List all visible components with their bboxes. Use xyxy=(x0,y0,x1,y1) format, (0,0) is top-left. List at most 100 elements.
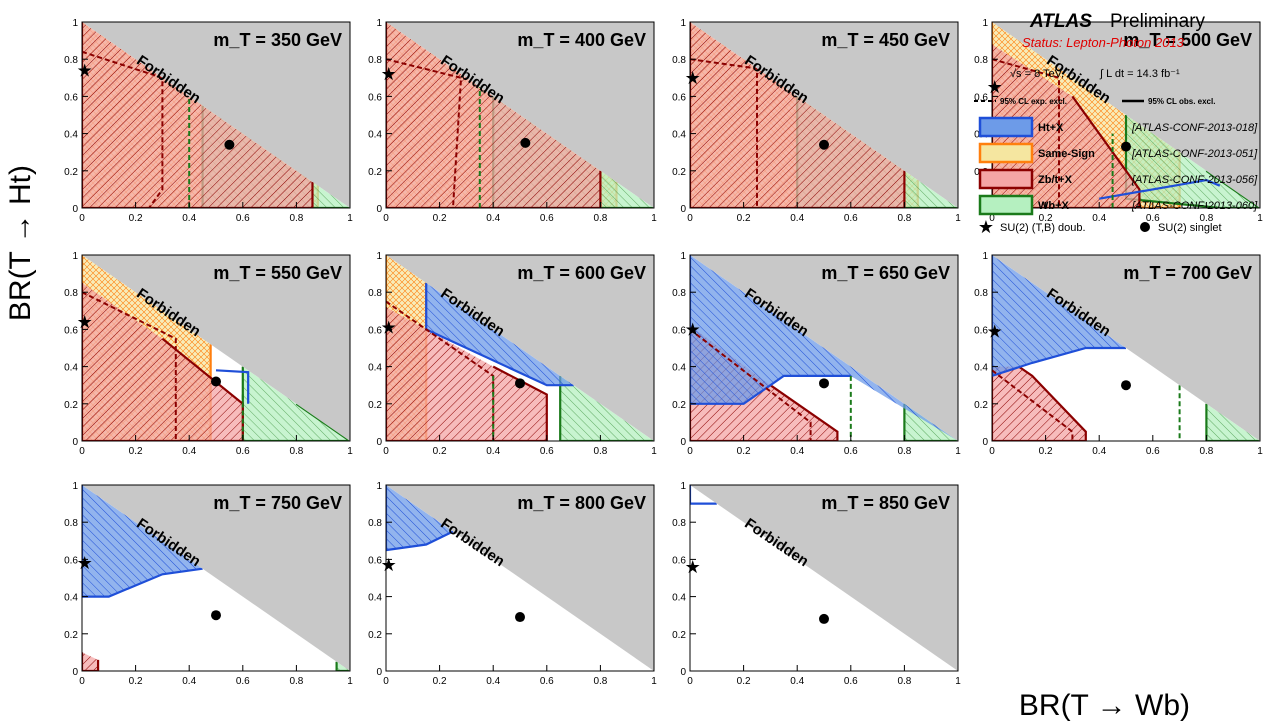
panel-frame xyxy=(81,484,351,672)
obs-line-wb xyxy=(559,375,654,441)
x-tick-label: 0.8 xyxy=(289,676,303,687)
forbidden-region xyxy=(690,485,958,671)
y-tick-label: 0.4 xyxy=(672,593,686,604)
x-tick-label: 0 xyxy=(79,676,85,687)
doublet-legend-marker: ★ xyxy=(978,217,994,237)
atlas-label: ATLAS xyxy=(1029,11,1092,32)
y-tick-label: 0.8 xyxy=(64,55,78,66)
panel-frame xyxy=(81,21,351,209)
panel-9: 0 0.2 0.4 0.6 0.8 100.20.40.60.81Forbiddenm_T… xyxy=(64,481,353,687)
panel-frame xyxy=(81,254,351,442)
y-tick-label: 1 xyxy=(680,18,686,29)
y-tick-label: 0.2 xyxy=(64,167,78,178)
y-tick-label: 0.6 xyxy=(974,92,988,103)
x-tick-label: 0.6 xyxy=(1146,446,1160,457)
y-tick-label: 0.4 xyxy=(672,130,686,141)
legend-ref: [ATLAS-CONF-2013-018] xyxy=(1131,122,1258,134)
y-tick-label: 1 xyxy=(376,481,382,492)
legend: ATLAS Preliminary Status: Lepton-Photon 20… xyxy=(974,11,1258,237)
mass-label: m_T = 450 GeV xyxy=(821,30,950,50)
panel-10: 0 0.2 0.4 0.6 0.8 100.20.40.60.81Forbiddenm_T… xyxy=(368,481,657,687)
y-tick-label: 0.4 xyxy=(368,363,382,374)
y-tick-label: 0.8 xyxy=(672,55,686,66)
y-tick-label: 0 xyxy=(72,437,78,448)
x-tick-label: 0.4 xyxy=(182,676,196,687)
x-tick-label: 0.6 xyxy=(844,213,858,224)
singlet-marker xyxy=(515,612,525,623)
ht-obs-line xyxy=(1099,178,1221,200)
exclusion-regions xyxy=(386,485,654,671)
x-tick-label: 0.4 xyxy=(182,213,196,224)
x-tick-label: 0.4 xyxy=(486,676,500,687)
legend-swatch xyxy=(978,168,1034,190)
y-tick-label: 0 xyxy=(680,667,686,678)
x-tick-label: 0 xyxy=(79,446,85,457)
x-tick-label: 0.4 xyxy=(182,446,196,457)
mass-label: m_T = 400 GeV xyxy=(517,30,646,50)
x-tick-label: 1 xyxy=(955,213,961,224)
x-tick-label: 0.4 xyxy=(790,446,804,457)
region-zb-hatch xyxy=(82,282,243,441)
panel-frame xyxy=(385,484,655,672)
panel-4: 00.20.40.60.8100.20.40.60.81Forbiddenm_T… xyxy=(974,18,1263,224)
singlet-marker xyxy=(819,613,829,624)
legend-swatch xyxy=(978,116,1034,138)
x-tick-label: 0.4 xyxy=(1092,213,1106,224)
x-tick-label: 0.4 xyxy=(486,213,500,224)
region-zb-hatch xyxy=(82,22,313,208)
region-zb-hatch xyxy=(82,652,99,671)
legend-swatch xyxy=(978,142,1034,164)
y-tick-label: 0.8 xyxy=(368,518,382,529)
x-tick-label: 0.4 xyxy=(1092,446,1106,457)
singlet-legend-label: SU(2) singlet xyxy=(1158,222,1222,234)
region-zb-hatch xyxy=(992,44,1140,208)
y-tick-label: 0.2 xyxy=(368,167,382,178)
status-label: Status: Lepton-Photon 2013 xyxy=(1022,35,1185,50)
y-tick-label: 1 xyxy=(72,251,78,262)
exclusion-regions xyxy=(386,22,654,208)
panel-8: 0 0.2 0.4 0.6 0.8 100.20.40.60.81Forbiddenm_T… xyxy=(974,251,1263,457)
panel-7: 0 0.2 0.4 0.6 0.8 100.20.40.60.81Forbiddenm_T… xyxy=(672,251,961,457)
preliminary-label: Preliminary xyxy=(1110,11,1206,32)
legend-entry: Same-Sign xyxy=(1038,148,1095,160)
x-tick-label: 0 xyxy=(687,446,693,457)
exp-line-zb_exp xyxy=(992,58,1060,208)
y-tick-label: 0.6 xyxy=(368,92,382,103)
x-tick-label: 1 xyxy=(1257,446,1263,457)
exp-line-zb_exp xyxy=(690,328,812,441)
x-tick-label: 0 xyxy=(79,213,85,224)
x-tick-label: 0.8 xyxy=(897,213,911,224)
y-tick-label: 0.6 xyxy=(974,325,988,336)
exclusion-regions xyxy=(82,485,350,671)
x-axis-title: BR(T → Wb) xyxy=(1019,689,1190,722)
mass-label: m_T = 650 GeV xyxy=(821,263,950,283)
x-tick-label: 0 xyxy=(989,213,995,224)
obs-line-zb xyxy=(690,22,906,208)
y-tick-label: 0.4 xyxy=(64,593,78,604)
y-tick-label: 0.2 xyxy=(64,400,78,411)
panel-frame xyxy=(689,484,959,672)
legend-entry: Ht+X xyxy=(1038,122,1064,134)
x-tick-label: 1 xyxy=(955,676,961,687)
obs-line-ht xyxy=(992,255,1126,378)
singlet-marker xyxy=(515,378,525,389)
x-tick-label: 0.8 xyxy=(1199,446,1213,457)
exclusion-regions xyxy=(992,255,1260,441)
y-tick-label: 0.6 xyxy=(64,325,78,336)
panel-11: 0 0.2 0.4 0.6 0.8 100.20.40.60.81Forbiddenm_T… xyxy=(672,481,961,687)
x-tick-label: 0.6 xyxy=(540,446,554,457)
doublet-marker: ★ xyxy=(987,77,1003,97)
y-tick-label: 0.8 xyxy=(672,518,686,529)
panel-frame xyxy=(385,254,655,442)
y-tick-label: 0.6 xyxy=(672,325,686,336)
exp-line-zb_exp xyxy=(690,58,758,208)
x-tick-label: 0.6 xyxy=(1146,213,1160,224)
mass-label: m_T = 350 GeV xyxy=(213,30,342,50)
doublet-marker: ★ xyxy=(77,60,93,80)
y-tick-label: 0 xyxy=(376,204,382,215)
x-tick-label: 0.8 xyxy=(897,446,911,457)
x-tick-label: 1 xyxy=(651,446,657,457)
exp-legend-label: 95% CL exp. excl. xyxy=(1000,97,1067,106)
x-tick-label: 0.2 xyxy=(1039,213,1053,224)
legend-ref: [ATLAS-CONF-2013-051] xyxy=(1131,148,1258,160)
